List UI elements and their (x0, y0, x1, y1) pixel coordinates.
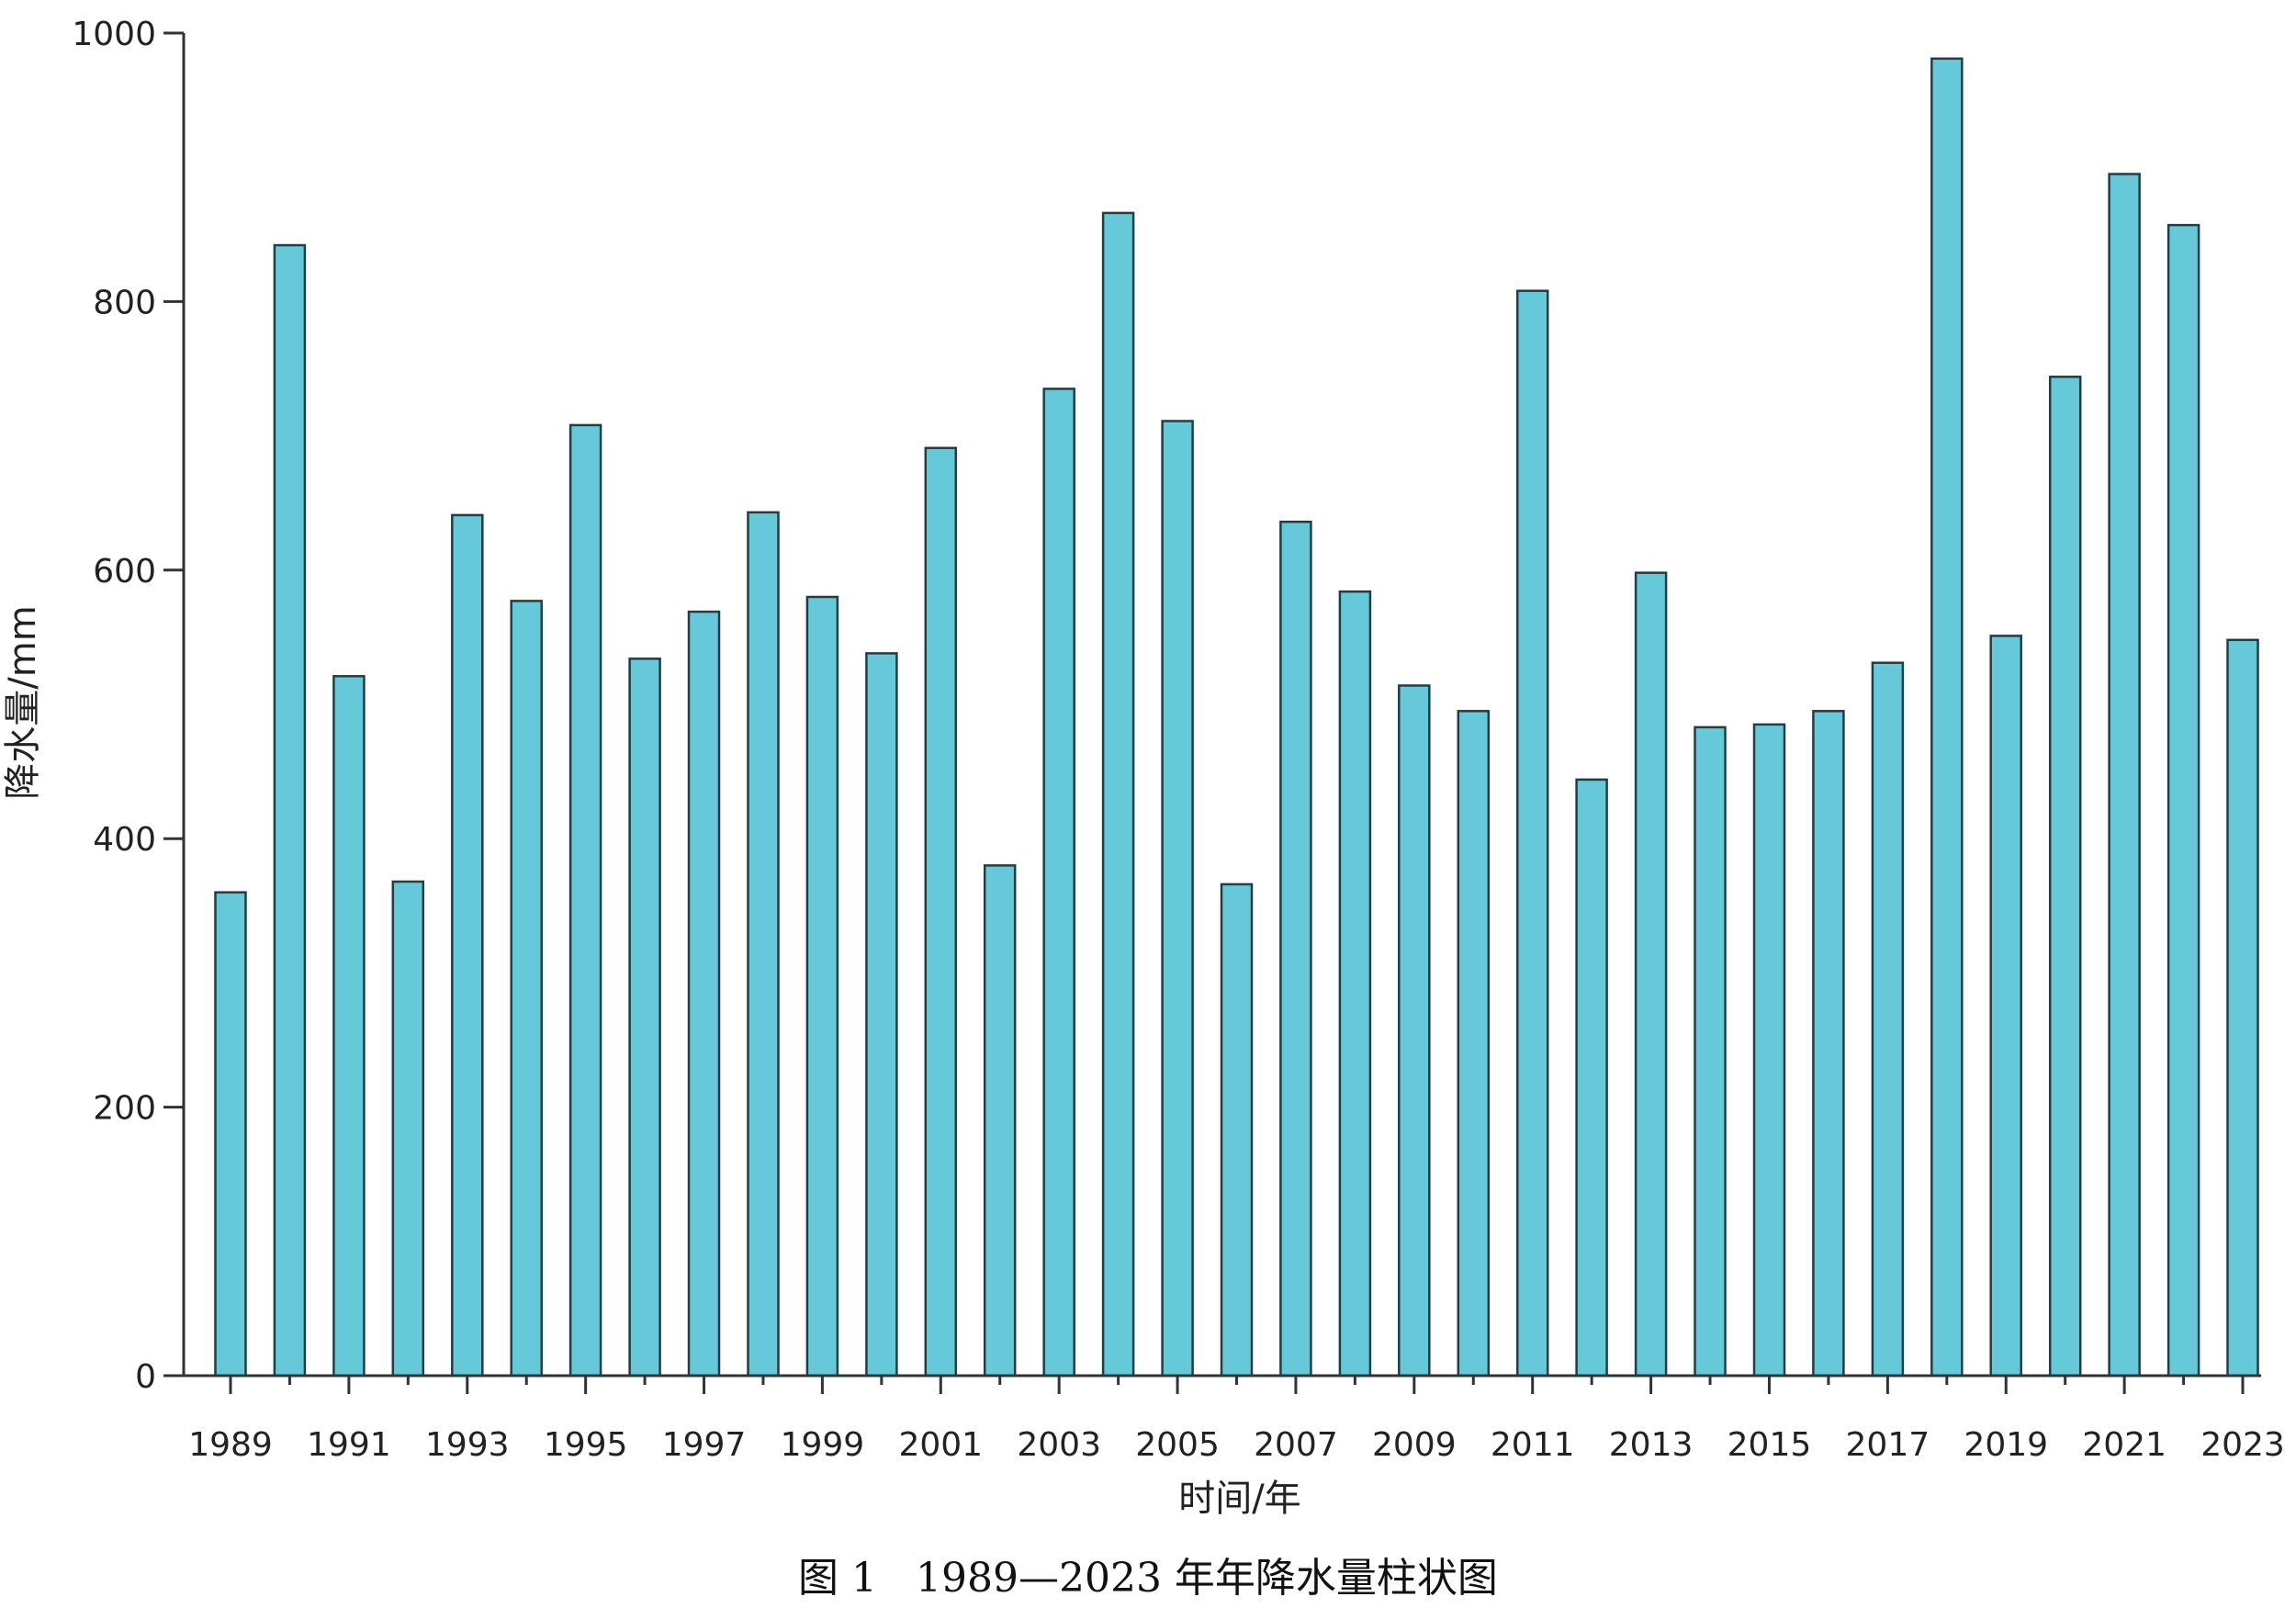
x-tick-label: 2015 (1728, 1426, 1812, 1464)
x-tick-label: 2019 (1964, 1426, 2048, 1464)
bar-2021 (2108, 173, 2141, 1377)
bar-1991 (332, 675, 366, 1377)
bar-2001 (924, 446, 958, 1377)
x-tick-label: 2021 (2082, 1426, 2167, 1464)
x-tick-label: 2001 (898, 1426, 983, 1464)
bar-2010 (1457, 710, 1491, 1377)
bar-2015 (1752, 723, 1786, 1377)
x-tick-label: 2011 (1491, 1426, 1575, 1464)
bar-2013 (1634, 571, 1668, 1377)
bar-2019 (1989, 635, 2022, 1377)
bar-1995 (568, 423, 602, 1377)
bar-2011 (1515, 289, 1549, 1377)
y-axis-title: 降水量/mm (2, 605, 44, 799)
bar-2014 (1694, 725, 1727, 1377)
bar-1993 (451, 513, 484, 1377)
bar-2016 (1812, 710, 1845, 1377)
bar-1994 (510, 600, 543, 1377)
x-tick-label: 1997 (662, 1426, 747, 1464)
y-tick-label: 1000 (72, 16, 156, 53)
bar-1992 (391, 880, 425, 1377)
bar-2017 (1871, 661, 1905, 1377)
x-axis-title: 时间/年 (1178, 1478, 1300, 1520)
figure-caption: 图 1 1989—2023 年年降水量柱状图 (798, 1555, 1498, 1602)
bar-1999 (805, 595, 839, 1377)
x-tick-label: 1993 (425, 1426, 510, 1464)
x-tick-label: 2023 (2200, 1426, 2285, 1464)
y-tick-label: 600 (93, 553, 156, 590)
x-tick-label: 1995 (544, 1426, 628, 1464)
bar-1998 (747, 511, 780, 1377)
bar-2002 (983, 864, 1017, 1377)
bar-1990 (273, 243, 307, 1377)
y-tick-label: 200 (93, 1090, 156, 1128)
x-tick-label: 1999 (781, 1426, 865, 1464)
bar-2009 (1398, 684, 1431, 1377)
bar-1989 (214, 891, 247, 1377)
x-tick-label: 2003 (1017, 1426, 1101, 1464)
y-tick-label: 400 (93, 821, 156, 859)
bars (214, 57, 2259, 1377)
bar-1997 (687, 610, 721, 1377)
bar-2006 (1220, 883, 1254, 1377)
bar-2004 (1101, 211, 1135, 1377)
bar-2022 (2167, 223, 2200, 1377)
bar-2018 (1930, 57, 1964, 1377)
y-axis: 0 200 400 600 800 1000 (72, 16, 186, 1396)
x-tick-label: 2009 (1372, 1426, 1457, 1464)
bar-2003 (1042, 388, 1075, 1377)
bar-2020 (2048, 376, 2082, 1377)
x-tick-label: 2007 (1254, 1426, 1338, 1464)
bar-2007 (1279, 520, 1312, 1377)
bar-2012 (1575, 778, 1608, 1377)
y-tick-label: 0 (135, 1358, 156, 1396)
bar-2000 (865, 652, 898, 1377)
x-tick-label: 1991 (307, 1426, 391, 1464)
bar-2005 (1161, 420, 1194, 1377)
x-tick-label: 2017 (1846, 1426, 1930, 1464)
bar-2008 (1338, 590, 1372, 1377)
y-tick-label: 800 (93, 284, 156, 321)
x-tick-label: 1989 (188, 1426, 273, 1464)
bar-2023 (2226, 638, 2259, 1377)
x-tick-label: 2013 (1609, 1426, 1694, 1464)
x-axis: 1989 1991 1993 1995 1997 1999 2001 2003 2005 2007… (184, 1374, 2285, 1464)
x-tick-label: 2005 (1135, 1426, 1220, 1464)
bar-1996 (628, 658, 661, 1377)
